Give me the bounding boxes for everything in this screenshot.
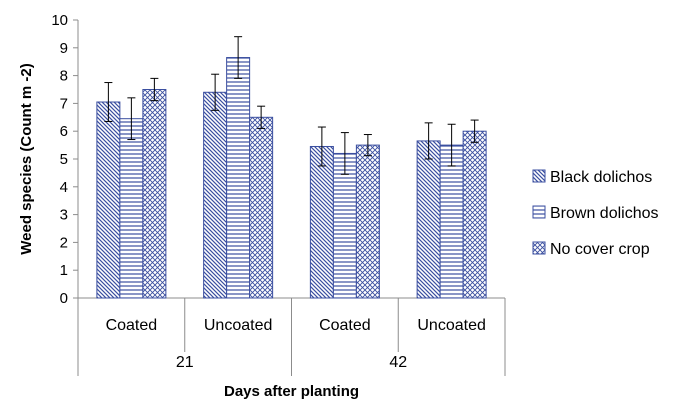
- bar-no-cover-crop: [249, 116, 274, 299]
- bar-no-cover-crop: [355, 144, 380, 299]
- bars: [96, 57, 487, 299]
- x-group-label: 21: [176, 354, 194, 371]
- bar-black-dolichos: [309, 145, 334, 299]
- y-tick-label: 8: [60, 68, 68, 85]
- bar-no-cover-crop: [142, 89, 167, 299]
- x-category-label: Coated: [319, 317, 371, 334]
- y-tick-label: 1: [60, 262, 68, 279]
- axis-labels: 0 1 2 3 4 5 6 7 8 9 10 Coated Uncoated Coated Uncoated…: [18, 12, 486, 400]
- y-tick-label: 6: [60, 123, 68, 140]
- legend-label: Black dolichos: [550, 169, 652, 186]
- legend-label: Brown dolichos: [550, 205, 659, 222]
- y-tick-label: 2: [60, 234, 68, 251]
- y-tick-label: 4: [60, 179, 68, 196]
- y-axis-title: Weed species (Count m -2): [18, 63, 35, 254]
- x-group-label: 42: [389, 354, 407, 371]
- bar-no-cover-crop: [462, 130, 487, 299]
- bar-black-dolichos: [203, 91, 228, 299]
- legend-swatch: [532, 205, 546, 219]
- bar-brown-dolichos: [226, 57, 251, 299]
- y-tick-label: 3: [60, 207, 68, 224]
- x-axis-title: Days after planting: [224, 383, 359, 400]
- y-tick-label: 0: [60, 290, 68, 307]
- legend-swatch: [532, 169, 546, 183]
- y-tick-label: 9: [60, 40, 68, 57]
- bar-black-dolichos: [416, 140, 441, 299]
- error-bars: [104, 36, 479, 175]
- y-tick-label: 5: [60, 151, 68, 168]
- x-category-label: Uncoated: [204, 317, 273, 334]
- legend-label: No cover crop: [550, 241, 650, 258]
- bar-brown-dolichos: [119, 118, 144, 299]
- legend: Black dolichos Brown dolichos No cover cro…: [532, 169, 659, 258]
- bar-black-dolichos: [96, 101, 121, 299]
- x-category-label: Coated: [106, 317, 158, 334]
- legend-swatch: [532, 241, 546, 255]
- bar-brown-dolichos: [332, 152, 357, 299]
- bar-brown-dolichos: [439, 144, 464, 299]
- y-tick-label: 7: [60, 95, 68, 112]
- x-category-label: Uncoated: [417, 317, 486, 334]
- y-tick-label: 10: [51, 12, 68, 29]
